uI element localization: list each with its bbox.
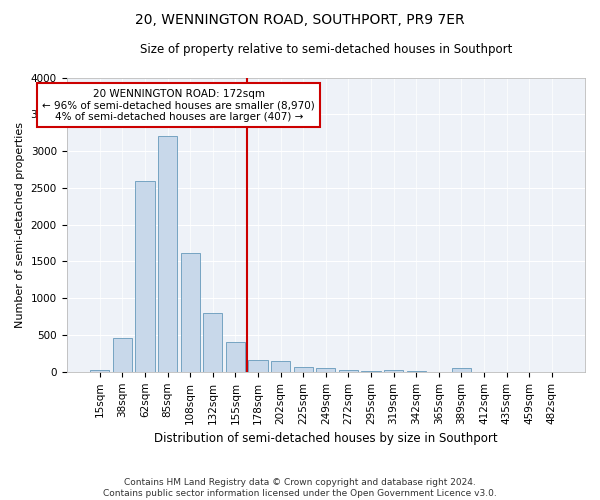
Bar [384, 370, 403, 372]
Bar [293, 367, 313, 372]
Title: Size of property relative to semi-detached houses in Southport: Size of property relative to semi-detach… [140, 42, 512, 56]
Bar [158, 136, 177, 372]
Bar [271, 361, 290, 372]
Bar [361, 370, 380, 372]
Bar [452, 368, 471, 372]
Bar [339, 370, 358, 372]
Text: Contains HM Land Registry data © Crown copyright and database right 2024.
Contai: Contains HM Land Registry data © Crown c… [103, 478, 497, 498]
Bar [316, 368, 335, 372]
Bar [90, 370, 109, 372]
Bar [248, 360, 268, 372]
Bar [136, 180, 155, 372]
Bar [226, 342, 245, 372]
Text: 20 WENNINGTON ROAD: 172sqm
← 96% of semi-detached houses are smaller (8,970)
4% : 20 WENNINGTON ROAD: 172sqm ← 96% of semi… [43, 88, 315, 122]
Bar [113, 338, 132, 372]
Text: 20, WENNINGTON ROAD, SOUTHPORT, PR9 7ER: 20, WENNINGTON ROAD, SOUTHPORT, PR9 7ER [135, 12, 465, 26]
Bar [181, 252, 200, 372]
Bar [203, 313, 223, 372]
X-axis label: Distribution of semi-detached houses by size in Southport: Distribution of semi-detached houses by … [154, 432, 497, 445]
Y-axis label: Number of semi-detached properties: Number of semi-detached properties [15, 122, 25, 328]
